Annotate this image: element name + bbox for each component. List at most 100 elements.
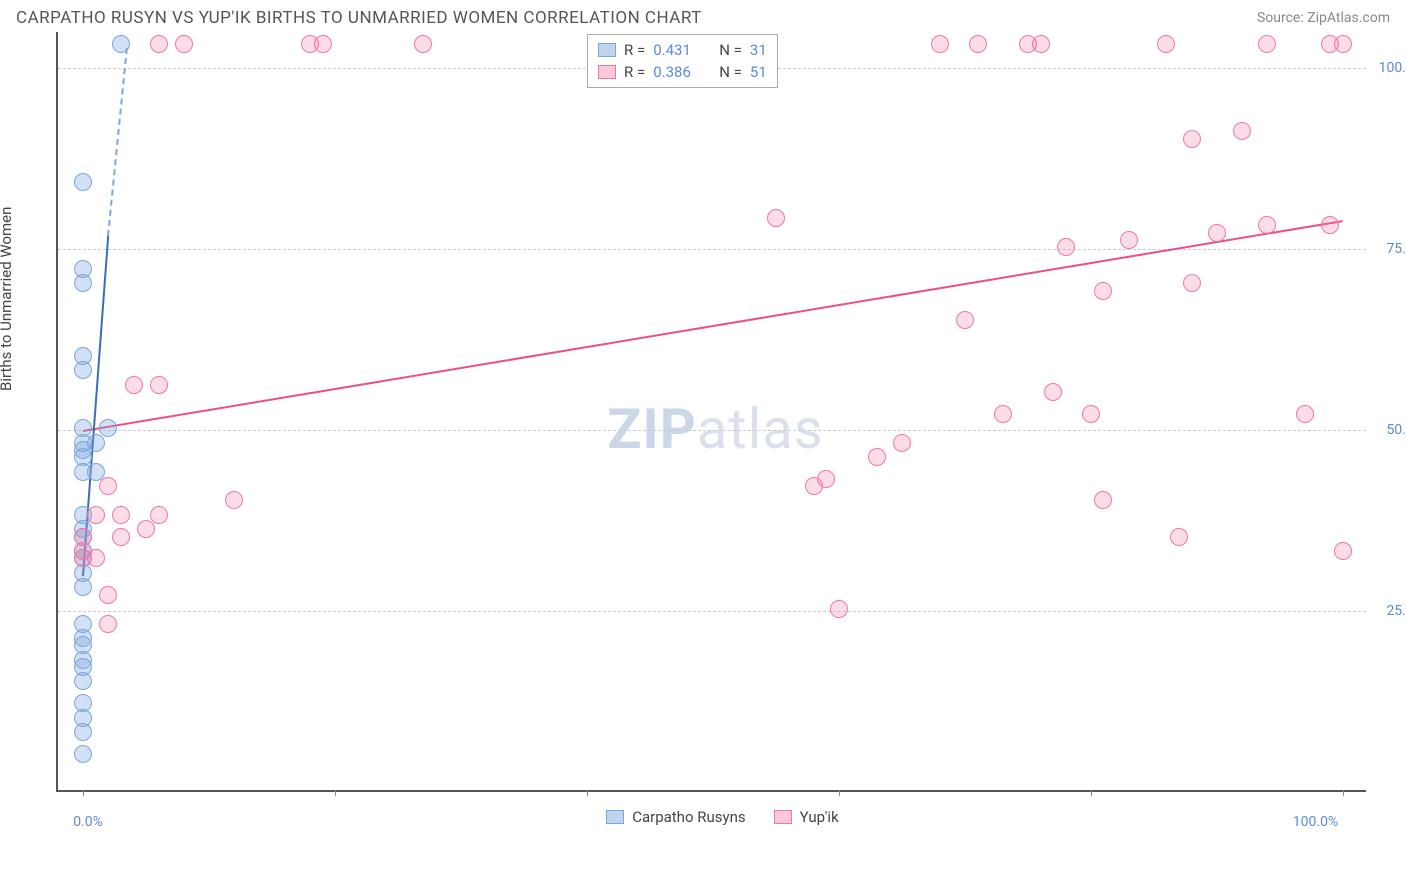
data-point: [931, 35, 949, 53]
data-point: [87, 549, 105, 567]
data-point: [1170, 528, 1188, 546]
legend-label: Yup'ik: [800, 808, 839, 826]
legend-row: R = 0.386 N = 51: [598, 61, 767, 83]
source-value: ZipAtlas.com: [1307, 10, 1390, 26]
legend-swatch: [598, 65, 616, 79]
data-point: [1120, 231, 1138, 249]
watermark-atlas: atlas: [697, 396, 824, 462]
r-label: R =: [624, 41, 645, 59]
data-point: [74, 528, 92, 546]
trend-line: [83, 220, 1343, 432]
data-point: [767, 209, 785, 227]
legend-row: R = 0.431 N = 31: [598, 39, 767, 61]
data-point: [74, 173, 92, 191]
trend-line: [107, 47, 128, 235]
chart-title: CARPATHO RUSYN VS YUP'IK BIRTHS TO UNMAR…: [16, 8, 702, 28]
watermark: ZIPatlas: [607, 396, 823, 462]
data-point: [1183, 274, 1201, 292]
data-point: [1321, 216, 1339, 234]
data-point: [112, 35, 130, 53]
x-tick: [1091, 790, 1092, 796]
y-tick-label: 75.0%: [1386, 241, 1406, 257]
data-point: [150, 506, 168, 524]
data-point: [1094, 491, 1112, 509]
legend-bottom: Carpatho Rusyns Yup'ik: [606, 808, 839, 826]
data-point: [99, 419, 117, 437]
x-tick: [587, 790, 588, 796]
data-point: [74, 347, 92, 365]
data-point: [225, 491, 243, 509]
data-point: [74, 694, 92, 712]
data-point: [868, 448, 886, 466]
r-value: 0.386: [653, 63, 701, 81]
n-value: 51: [750, 63, 767, 81]
data-point: [1094, 282, 1112, 300]
scatter-plot: ZIPatlas 25.0%50.0%75.0%100.0%0.0%100.0%…: [56, 32, 1366, 792]
legend-correlation: R = 0.431 N = 31 R = 0.386 N = 51: [587, 34, 778, 88]
data-point: [1334, 35, 1352, 53]
data-point: [1208, 224, 1226, 242]
data-point: [112, 528, 130, 546]
data-point: [314, 35, 332, 53]
data-point: [1082, 405, 1100, 423]
data-point: [87, 434, 105, 452]
legend-swatch: [598, 43, 616, 57]
n-label: N =: [719, 63, 742, 81]
data-point: [1183, 130, 1201, 148]
chart-container: Births to Unmarried Women ZIPatlas 25.0%…: [16, 32, 1390, 852]
x-tick-label-right: 100.0%: [1293, 814, 1338, 830]
data-point: [150, 35, 168, 53]
data-point: [969, 35, 987, 53]
data-point: [175, 35, 193, 53]
data-point: [1233, 122, 1251, 140]
x-tick: [83, 790, 84, 796]
source-label: Source:: [1257, 10, 1307, 26]
gridline-h: [58, 611, 1366, 612]
data-point: [1044, 383, 1062, 401]
gridline-h: [58, 430, 1366, 431]
data-point: [1157, 35, 1175, 53]
y-axis-label: Births to Unmarried Women: [0, 207, 15, 391]
source-attribution: Source: ZipAtlas.com: [1257, 10, 1390, 26]
x-tick: [839, 790, 840, 796]
legend-item: Yup'ik: [774, 808, 839, 826]
n-label: N =: [719, 41, 742, 59]
x-tick-label-left: 0.0%: [73, 814, 103, 830]
x-tick: [335, 790, 336, 796]
data-point: [1057, 238, 1075, 256]
data-point: [830, 600, 848, 618]
data-point: [994, 405, 1012, 423]
data-point: [99, 615, 117, 633]
data-point: [112, 506, 130, 524]
legend-swatch: [606, 810, 624, 824]
data-point: [99, 586, 117, 604]
data-point: [74, 260, 92, 278]
data-point: [1334, 542, 1352, 560]
data-point: [137, 520, 155, 538]
r-value: 0.431: [653, 41, 701, 59]
data-point: [414, 35, 432, 53]
legend-swatch: [774, 810, 792, 824]
data-point: [74, 745, 92, 763]
data-point: [150, 376, 168, 394]
legend-label: Carpatho Rusyns: [632, 808, 745, 826]
data-point: [87, 506, 105, 524]
legend-item: Carpatho Rusyns: [606, 808, 745, 826]
x-tick: [1343, 790, 1344, 796]
y-tick-label: 25.0%: [1386, 603, 1406, 619]
data-point: [1032, 35, 1050, 53]
data-point: [817, 470, 835, 488]
data-point: [125, 376, 143, 394]
y-tick-label: 100.0%: [1379, 60, 1406, 76]
n-value: 31: [750, 41, 767, 59]
data-point: [956, 311, 974, 329]
r-label: R =: [624, 63, 645, 81]
data-point: [1296, 405, 1314, 423]
data-point: [74, 615, 92, 633]
data-point: [893, 434, 911, 452]
data-point: [1258, 216, 1276, 234]
data-point: [1258, 35, 1276, 53]
y-tick-label: 50.0%: [1386, 422, 1406, 438]
watermark-zip: ZIP: [607, 396, 696, 462]
data-point: [99, 477, 117, 495]
